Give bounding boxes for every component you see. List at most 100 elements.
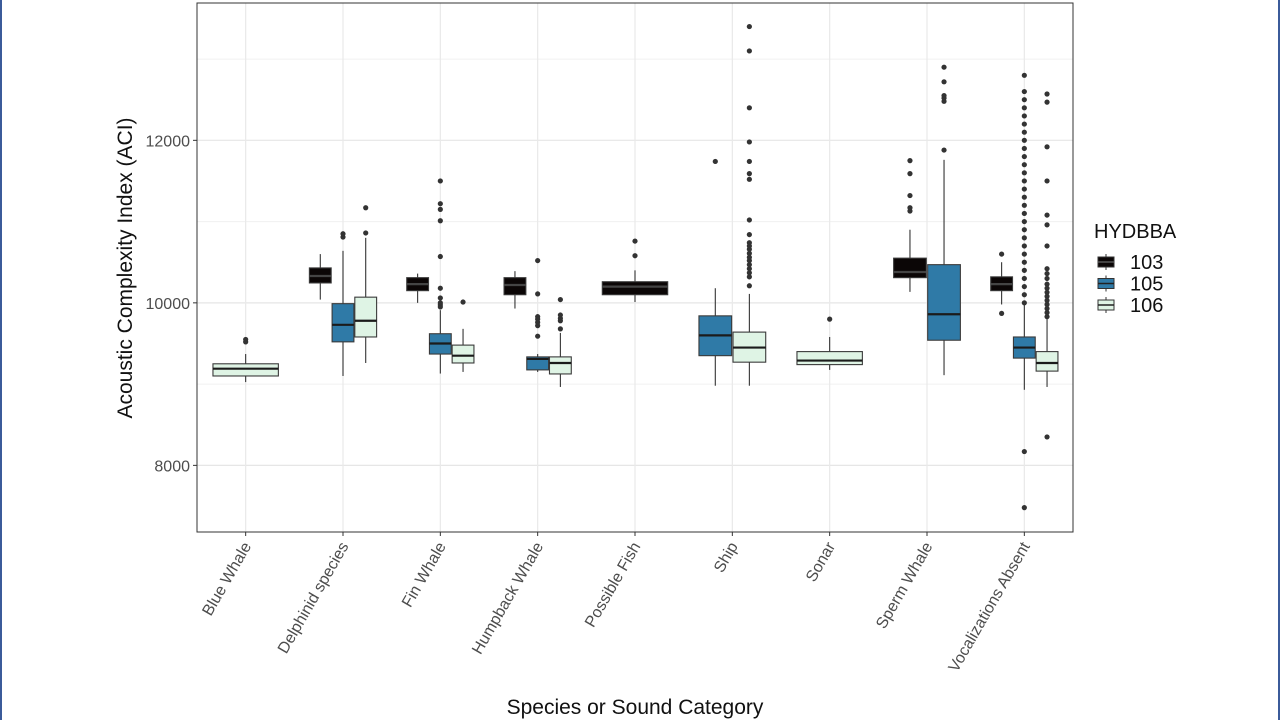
outlier-point	[437, 178, 443, 184]
outlier-point	[1044, 91, 1050, 97]
outlier-point	[746, 283, 752, 289]
outlier-point	[1044, 285, 1050, 291]
outlier-point	[1044, 305, 1050, 312]
box-fin-whale-103	[406, 273, 430, 303]
legend-key-105	[1097, 275, 1115, 292]
box-delphinid-species-103	[308, 254, 332, 300]
outlier-point	[1021, 300, 1027, 306]
box-iqr	[548, 356, 572, 375]
box-humpback-whale-106	[548, 296, 572, 387]
box-ship-106	[732, 23, 767, 386]
outlier-point	[1021, 162, 1027, 168]
outlier-point	[437, 218, 443, 224]
legend-label: 105	[1130, 274, 1163, 296]
outlier-point	[535, 333, 541, 339]
box-sonar-106	[796, 316, 863, 370]
outlier-point	[535, 291, 541, 297]
outlier-point	[746, 139, 752, 145]
box-iqr	[893, 257, 927, 279]
box-fin-whale-106	[451, 299, 475, 372]
box-fin-whale-105	[428, 178, 452, 374]
outlier-point	[1044, 266, 1050, 272]
outlier-point	[746, 274, 752, 280]
box-sperm-whale-105	[927, 64, 961, 376]
box-delphinid-species-105	[331, 231, 355, 376]
outlier-point	[1021, 129, 1027, 135]
box-vocalizations-absent-105	[1012, 72, 1036, 511]
legend-key-106	[1097, 297, 1115, 313]
legend-label: 103	[1130, 252, 1163, 274]
x-tick-label: Humpback Whale	[469, 539, 547, 657]
y-tick-label: 8000	[154, 458, 190, 475]
outlier-point	[907, 205, 913, 211]
outlier-point	[1021, 137, 1027, 143]
outlier-point	[712, 158, 718, 165]
outlier-point	[746, 23, 752, 30]
outlier-point	[437, 295, 443, 301]
outlier-point	[632, 238, 638, 244]
x-tick-label: Delphinid species	[275, 540, 352, 657]
outlier-point	[1021, 194, 1027, 200]
box-iqr	[354, 296, 378, 338]
outlier-point	[907, 192, 913, 199]
outlier-point	[1044, 178, 1050, 184]
legend-label: 106	[1130, 295, 1163, 317]
outlier-point	[1021, 267, 1027, 273]
outlier-point	[1021, 227, 1027, 233]
outlier-point	[1044, 212, 1050, 218]
box-delphinid-species-106	[354, 205, 378, 363]
outlier-point	[340, 231, 346, 237]
legend-title: HYDBBA	[1094, 221, 1177, 243]
x-tick-label: Blue Whale	[199, 539, 255, 618]
y-tick-label: 10000	[146, 296, 191, 313]
outlier-point	[243, 336, 249, 343]
boxes-layer	[212, 23, 1059, 511]
y-axis: 8000 10000 12000	[146, 133, 197, 475]
box-humpback-whale-105	[526, 257, 550, 372]
outlier-point	[1044, 281, 1050, 287]
legend-key-103	[1097, 254, 1115, 270]
outlier-point	[1021, 72, 1027, 78]
x-tick-label: Ship	[711, 539, 742, 575]
outlier-point	[941, 64, 947, 70]
outlier-point	[1021, 259, 1027, 265]
x-tick-label: Sperm Whale	[873, 539, 936, 632]
outlier-point	[1044, 243, 1050, 249]
outlier-point	[746, 270, 752, 276]
outlier-point	[746, 250, 752, 256]
box-iqr	[451, 344, 475, 364]
right-border	[1278, 0, 1280, 720]
outlier-point	[941, 79, 947, 85]
outlier-point	[907, 171, 913, 177]
box-ship-105	[698, 158, 733, 386]
box-iqr	[796, 351, 863, 366]
box-vocalizations-absent-106	[1035, 91, 1059, 440]
box-humpback-whale-103	[503, 271, 527, 309]
outlier-point	[1021, 243, 1027, 249]
outlier-point	[1021, 505, 1027, 511]
outlier-point	[746, 171, 752, 177]
outlier-point	[746, 176, 752, 182]
box-iqr	[331, 303, 355, 343]
outlier-point	[1044, 293, 1050, 299]
outlier-point	[1044, 309, 1050, 316]
outlier-point	[1044, 275, 1050, 282]
outlier-point	[941, 147, 947, 153]
box-iqr	[212, 363, 279, 377]
outlier-point	[1021, 178, 1027, 184]
outlier-point	[1021, 97, 1027, 103]
y-axis-title: Acoustic Complexity Index (ACI)	[114, 117, 137, 418]
outlier-point	[363, 230, 369, 236]
box-sperm-whale-103	[893, 158, 927, 292]
outlier-point	[746, 105, 752, 111]
outlier-point	[1044, 314, 1050, 320]
outlier-point	[557, 326, 563, 332]
outlier-point	[1044, 301, 1050, 308]
outlier-point	[557, 296, 563, 303]
box-blue-whale-106	[212, 336, 279, 383]
outlier-point	[460, 299, 466, 305]
outlier-point	[437, 300, 443, 306]
outlier-point	[746, 266, 752, 272]
